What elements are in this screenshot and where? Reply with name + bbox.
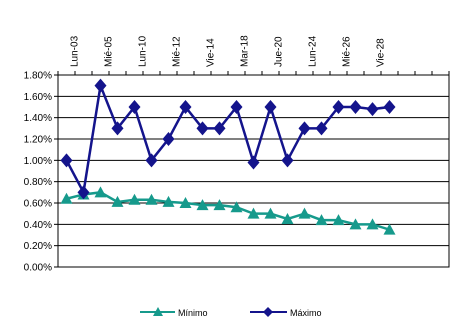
data-point-minimo <box>264 207 277 219</box>
data-point-maximo <box>94 78 107 93</box>
x-axis-tick-labels: Lun-03 Mié-05 Lun-10 Mié-12 Vie-14 Mar-18 Jue-… <box>70 35 387 67</box>
x-tick-label: Lun-10 <box>138 35 149 67</box>
data-point-maximo <box>213 121 226 136</box>
legend-label-maximo: Máximo <box>290 308 322 318</box>
data-point-maximo <box>281 153 294 168</box>
data-point-minimo <box>145 193 158 205</box>
y-tick-label: 0.60% <box>24 199 52 210</box>
data-point-maximo <box>315 121 328 136</box>
data-point-minimo <box>332 214 345 226</box>
data-point-minimo <box>94 186 107 198</box>
series-layer <box>60 78 396 235</box>
x-tick-label: Vie-14 <box>206 38 217 67</box>
y-tick-label: 0.00% <box>24 263 52 274</box>
data-point-maximo <box>77 185 90 200</box>
y-axis-tick-labels: 0.00% 0.20% 0.40% 0.60% 0.80% 1.00% 1.20% 1.40%… <box>24 71 52 274</box>
data-point-maximo <box>60 153 73 168</box>
data-point-minimo <box>247 207 260 219</box>
y-tick-label: 1.80% <box>24 71 52 82</box>
data-point-maximo <box>145 153 158 168</box>
axes <box>54 71 450 268</box>
y-tick-label: 1.00% <box>24 156 52 167</box>
x-tick-label: Lun-24 <box>308 35 319 67</box>
data-point-minimo <box>230 201 243 213</box>
x-tick-label: Vie-28 <box>376 38 387 67</box>
data-point-maximo <box>128 100 141 114</box>
data-point-maximo <box>332 100 345 114</box>
legend-label-minimo: Mínimo <box>178 308 208 318</box>
data-point-minimo <box>315 214 328 226</box>
data-point-minimo <box>179 197 192 208</box>
data-point-maximo <box>383 100 396 114</box>
data-point-minimo <box>128 193 141 205</box>
data-point-minimo <box>383 223 396 235</box>
legend-item-minimo: Mínimo <box>140 307 208 318</box>
data-point-minimo <box>60 192 73 204</box>
plot-border <box>57 74 450 268</box>
data-point-maximo <box>230 100 243 114</box>
data-point-maximo <box>298 121 311 136</box>
data-point-maximo <box>264 100 277 114</box>
data-point-maximo <box>162 132 175 146</box>
legend-marker-maximo <box>263 307 273 317</box>
data-point-maximo <box>179 100 192 114</box>
y-tick-label: 1.20% <box>24 135 52 146</box>
x-tick-label: Lun-03 <box>70 35 81 67</box>
data-point-maximo <box>366 102 379 117</box>
data-point-minimo <box>366 218 379 230</box>
data-point-minimo <box>196 199 209 211</box>
x-tick-label: Jue-20 <box>274 36 285 67</box>
plot-area: 0.00% 0.20% 0.40% 0.60% 0.80% 1.00% 1.20% 1.40%… <box>24 35 450 274</box>
y-tick-label: 0.40% <box>24 220 52 231</box>
y-tick-label: 1.60% <box>24 92 52 103</box>
data-point-minimo <box>111 195 124 207</box>
legend: Mínimo Máximo <box>140 307 322 318</box>
data-point-minimo <box>281 213 294 224</box>
x-tick-label: Mar-18 <box>240 35 251 67</box>
data-point-minimo <box>298 207 311 219</box>
y-tick-label: 1.40% <box>24 113 52 124</box>
data-point-maximo <box>196 121 209 136</box>
data-point-maximo <box>349 100 362 114</box>
data-point-minimo <box>162 195 175 207</box>
y-tick-label: 0.20% <box>24 241 52 252</box>
x-tick-label: Mié-05 <box>104 36 115 67</box>
y-tick-label: 0.80% <box>24 177 52 188</box>
data-point-maximo <box>111 121 124 136</box>
legend-marker-minimo <box>153 307 163 316</box>
x-tick-label: Mié-12 <box>172 36 183 67</box>
data-point-maximo <box>247 155 260 170</box>
legend-item-maximo: Máximo <box>250 307 322 318</box>
data-point-minimo <box>349 218 362 230</box>
x-tick-label: Mié-26 <box>342 36 353 67</box>
data-point-minimo <box>213 199 226 211</box>
